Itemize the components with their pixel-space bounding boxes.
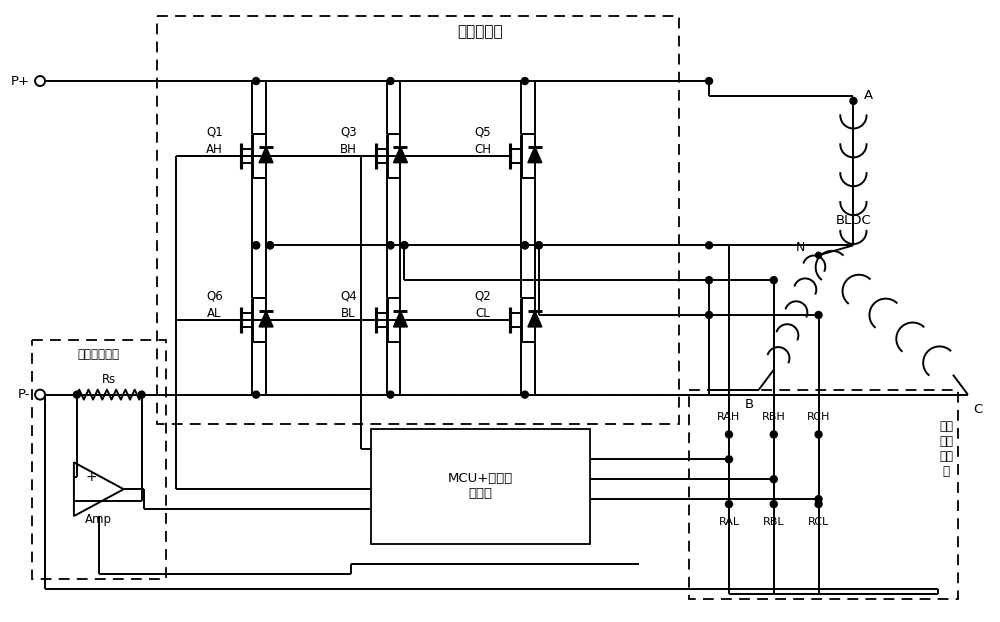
Text: −: − [85, 494, 97, 508]
Text: CL: CL [476, 307, 490, 320]
Circle shape [253, 242, 260, 249]
Text: A: A [864, 90, 873, 103]
Text: AL: AL [207, 307, 222, 320]
Text: AH: AH [206, 143, 223, 156]
Circle shape [770, 476, 777, 483]
Circle shape [725, 456, 732, 463]
Circle shape [706, 277, 713, 284]
Text: 电流采样模块: 电流采样模块 [78, 348, 120, 361]
Circle shape [401, 242, 408, 249]
Circle shape [815, 312, 822, 318]
Text: BL: BL [341, 307, 356, 320]
Text: BLDC: BLDC [836, 214, 871, 227]
Circle shape [535, 242, 542, 249]
Polygon shape [393, 311, 407, 327]
Text: 三相逆变桥: 三相逆变桥 [457, 24, 503, 39]
Circle shape [387, 391, 394, 398]
Text: RBL: RBL [763, 517, 785, 527]
Polygon shape [259, 147, 273, 163]
Polygon shape [259, 311, 273, 327]
Text: CH: CH [475, 143, 492, 156]
Circle shape [401, 242, 408, 249]
Bar [157, 16, 679, 424]
Text: RCH: RCH [807, 412, 830, 422]
Polygon shape [528, 311, 542, 327]
Text: C: C [973, 403, 982, 416]
Text: Rs: Rs [102, 373, 116, 386]
Circle shape [138, 391, 145, 398]
Text: P-: P- [18, 388, 30, 401]
Text: Q2: Q2 [475, 290, 491, 302]
Circle shape [521, 242, 528, 249]
Circle shape [253, 391, 260, 398]
Circle shape [815, 501, 822, 508]
Text: B: B [744, 398, 753, 411]
Polygon shape [528, 147, 542, 163]
Circle shape [725, 431, 732, 438]
Text: RBH: RBH [762, 412, 786, 422]
Circle shape [267, 242, 274, 249]
Circle shape [706, 242, 713, 249]
Text: Q1: Q1 [206, 125, 223, 138]
Text: P+: P+ [11, 75, 30, 88]
Text: RCL: RCL [808, 517, 829, 527]
Circle shape [770, 501, 777, 508]
Circle shape [521, 242, 528, 249]
Bar [689, 389, 958, 599]
Text: Q5: Q5 [475, 125, 491, 138]
Circle shape [387, 242, 394, 249]
Bar [371, 429, 590, 544]
Text: RAH: RAH [717, 412, 741, 422]
Text: N: N [796, 241, 805, 254]
Circle shape [535, 242, 542, 249]
Polygon shape [393, 147, 407, 163]
Text: BH: BH [340, 143, 357, 156]
Circle shape [521, 78, 528, 85]
Text: Q4: Q4 [340, 290, 357, 302]
Circle shape [387, 242, 394, 249]
Text: RAL: RAL [718, 517, 740, 527]
Circle shape [770, 277, 777, 284]
Text: 反电
势采
集模
块: 反电 势采 集模 块 [939, 420, 953, 478]
Circle shape [267, 242, 274, 249]
Circle shape [253, 78, 260, 85]
Text: Amp: Amp [85, 513, 112, 526]
Circle shape [815, 431, 822, 438]
Circle shape [706, 78, 713, 85]
Bar [32, 340, 166, 579]
Text: MCU+功率驱
动模块: MCU+功率驱 动模块 [447, 472, 513, 500]
Circle shape [73, 391, 80, 398]
Text: Q6: Q6 [206, 290, 223, 302]
Text: +: + [85, 470, 97, 485]
Circle shape [521, 391, 528, 398]
Circle shape [387, 78, 394, 85]
Circle shape [706, 312, 713, 318]
Text: Q3: Q3 [340, 125, 357, 138]
Circle shape [253, 242, 260, 249]
Circle shape [725, 501, 732, 508]
Circle shape [850, 98, 857, 104]
Circle shape [815, 496, 822, 503]
Circle shape [816, 253, 822, 258]
Circle shape [770, 431, 777, 438]
